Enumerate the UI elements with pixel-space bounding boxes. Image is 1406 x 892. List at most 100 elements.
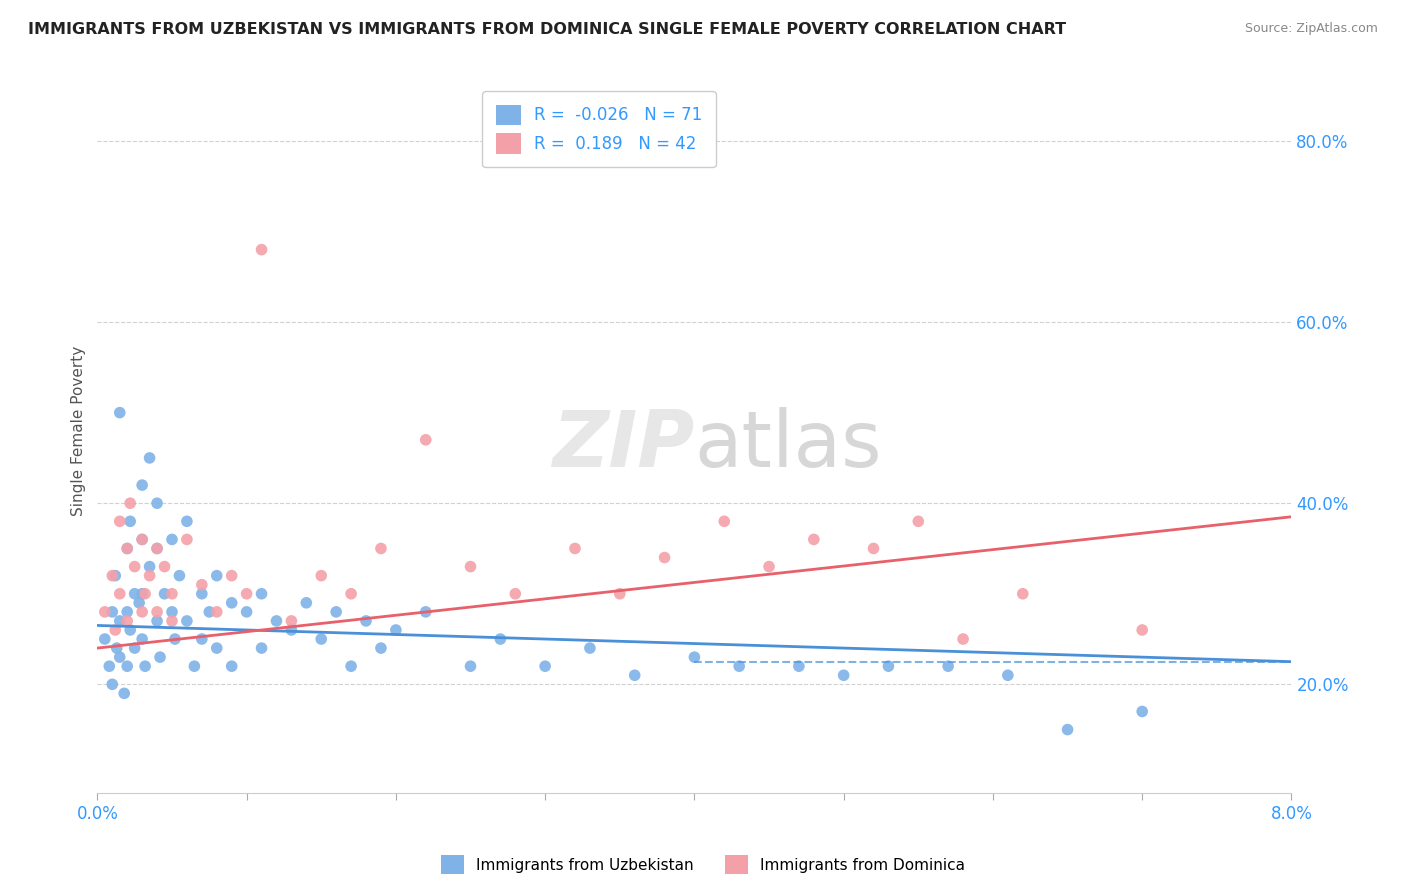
Point <box>280 623 302 637</box>
Point <box>266 614 288 628</box>
Point <box>728 659 751 673</box>
Point <box>295 596 318 610</box>
Point <box>120 496 142 510</box>
Point <box>370 541 392 556</box>
Point <box>138 559 160 574</box>
Text: Source: ZipAtlas.com: Source: ZipAtlas.com <box>1244 22 1378 36</box>
Point <box>460 659 482 673</box>
Point <box>205 641 228 656</box>
Point <box>131 533 153 547</box>
Point <box>415 433 437 447</box>
Point <box>235 587 257 601</box>
Point <box>370 641 392 656</box>
Point <box>104 623 127 637</box>
Point <box>115 614 138 628</box>
Point <box>108 587 131 601</box>
Point <box>104 568 127 582</box>
Point <box>176 514 198 528</box>
Point <box>176 614 198 628</box>
Point <box>250 587 273 601</box>
Point <box>160 533 183 547</box>
Point <box>877 659 900 673</box>
Point <box>758 559 780 574</box>
Point <box>101 568 124 582</box>
Point <box>160 587 183 601</box>
Point <box>191 632 214 646</box>
Point <box>309 568 332 582</box>
Point <box>623 668 645 682</box>
Point <box>503 587 526 601</box>
Point <box>1056 723 1078 737</box>
Point <box>564 541 586 556</box>
Point <box>250 641 273 656</box>
Text: atlas: atlas <box>695 408 882 483</box>
Point <box>340 587 363 601</box>
Point <box>1130 623 1153 637</box>
Point <box>609 587 631 601</box>
Point <box>134 659 156 673</box>
Point <box>108 514 131 528</box>
Point <box>280 614 302 628</box>
Point <box>134 587 156 601</box>
Point <box>131 587 153 601</box>
Point <box>108 406 131 420</box>
Point <box>124 587 146 601</box>
Point <box>221 596 243 610</box>
Point <box>124 641 146 656</box>
Point <box>250 243 273 257</box>
Point <box>115 605 138 619</box>
Point <box>415 605 437 619</box>
Point <box>138 568 160 582</box>
Point <box>862 541 884 556</box>
Point <box>907 514 929 528</box>
Point <box>803 533 825 547</box>
Point <box>105 641 128 656</box>
Point <box>169 568 191 582</box>
Point <box>98 659 121 673</box>
Point <box>120 514 142 528</box>
Point <box>112 686 135 700</box>
Point <box>131 632 153 646</box>
Point <box>160 605 183 619</box>
Point <box>101 605 124 619</box>
Point <box>176 533 198 547</box>
Point <box>131 605 153 619</box>
Point <box>108 614 131 628</box>
Point <box>579 641 602 656</box>
Point <box>128 596 150 610</box>
Point <box>683 650 706 665</box>
Point <box>149 650 172 665</box>
Point <box>101 677 124 691</box>
Point <box>108 650 131 665</box>
Point <box>94 632 117 646</box>
Point <box>191 577 214 591</box>
Point <box>124 559 146 574</box>
Point <box>787 659 810 673</box>
Text: ZIP: ZIP <box>553 408 695 483</box>
Point <box>146 541 169 556</box>
Point <box>205 568 228 582</box>
Point <box>385 623 408 637</box>
Point <box>146 496 169 510</box>
Point <box>153 587 176 601</box>
Point <box>120 623 142 637</box>
Point <box>160 614 183 628</box>
Point <box>654 550 676 565</box>
Point <box>205 605 228 619</box>
Point <box>1011 587 1033 601</box>
Legend: R =  -0.026   N = 71, R =  0.189   N = 42: R = -0.026 N = 71, R = 0.189 N = 42 <box>482 91 716 167</box>
Point <box>713 514 735 528</box>
Point <box>832 668 855 682</box>
Point <box>115 659 138 673</box>
Point <box>936 659 959 673</box>
Point <box>198 605 221 619</box>
Point <box>354 614 377 628</box>
Point <box>146 605 169 619</box>
Point <box>221 568 243 582</box>
Point <box>235 605 257 619</box>
Text: IMMIGRANTS FROM UZBEKISTAN VS IMMIGRANTS FROM DOMINICA SINGLE FEMALE POVERTY COR: IMMIGRANTS FROM UZBEKISTAN VS IMMIGRANTS… <box>28 22 1066 37</box>
Point <box>131 478 153 492</box>
Point <box>534 659 557 673</box>
Point <box>489 632 512 646</box>
Point <box>146 614 169 628</box>
